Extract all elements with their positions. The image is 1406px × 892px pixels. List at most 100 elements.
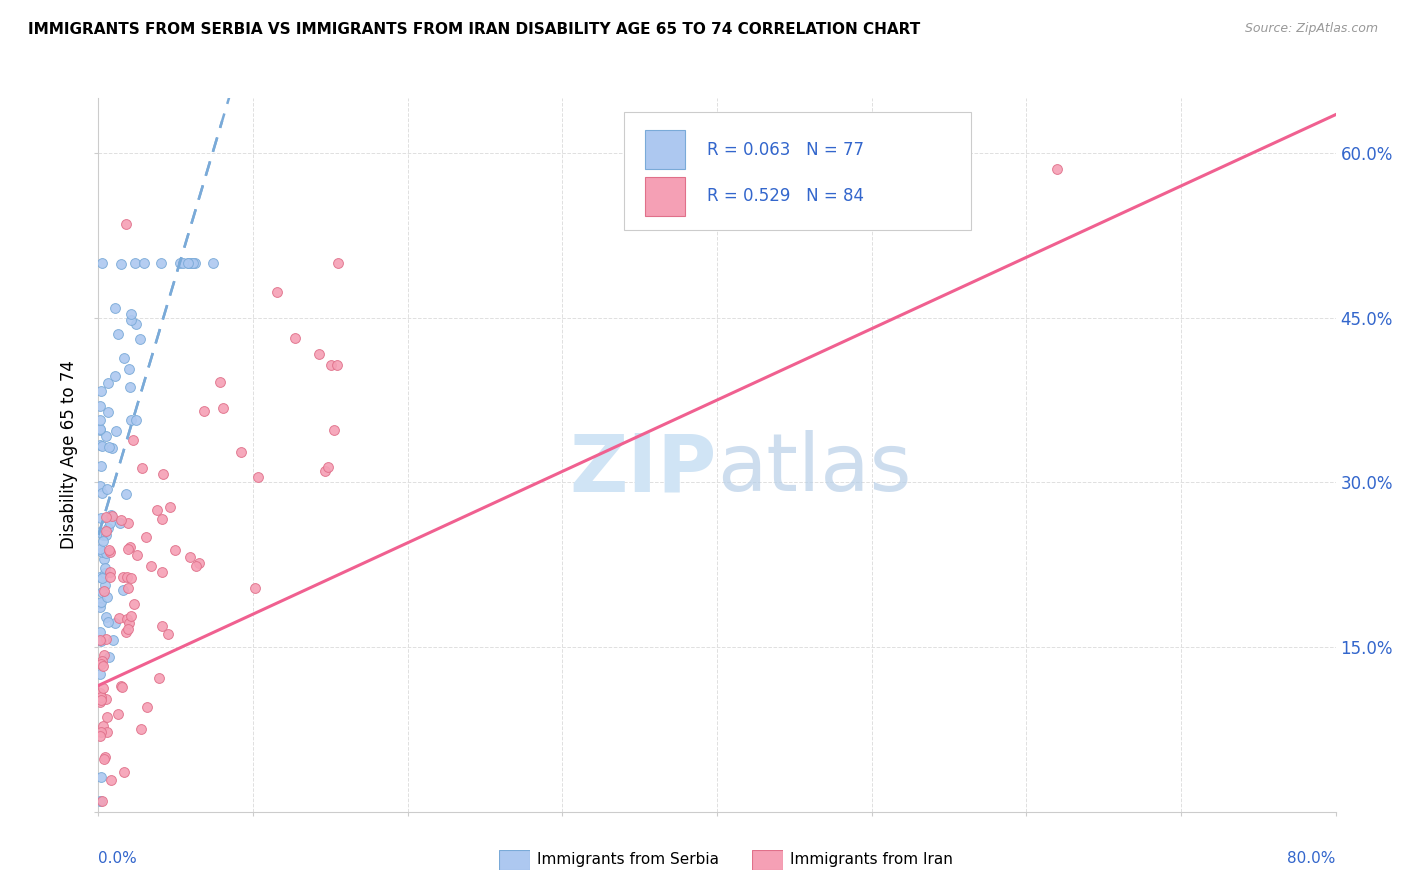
Point bbox=[150, 512, 173, 526]
Point bbox=[326, 359, 349, 373]
Text: Immigrants from Iran: Immigrants from Iran bbox=[790, 853, 953, 867]
Point bbox=[179, 549, 201, 564]
Point bbox=[231, 445, 253, 459]
Point bbox=[112, 351, 135, 365]
Point bbox=[105, 424, 128, 438]
Point bbox=[90, 657, 112, 671]
Point bbox=[89, 729, 111, 743]
Point bbox=[183, 256, 205, 270]
Text: Immigrants from Serbia: Immigrants from Serbia bbox=[537, 853, 718, 867]
Point bbox=[94, 750, 117, 764]
Point bbox=[96, 524, 118, 538]
Point bbox=[112, 569, 135, 583]
Point bbox=[93, 561, 115, 575]
Point bbox=[89, 625, 111, 640]
Point bbox=[169, 256, 191, 270]
Point bbox=[184, 558, 207, 573]
Y-axis label: Disability Age 65 to 74: Disability Age 65 to 74 bbox=[60, 360, 79, 549]
Text: atlas: atlas bbox=[717, 430, 911, 508]
Point bbox=[125, 317, 148, 331]
FancyBboxPatch shape bbox=[624, 112, 970, 230]
Point bbox=[98, 544, 121, 558]
Point bbox=[89, 438, 111, 452]
FancyBboxPatch shape bbox=[645, 130, 685, 169]
Point bbox=[103, 301, 125, 315]
Point bbox=[110, 513, 132, 527]
Point bbox=[104, 615, 127, 630]
Point bbox=[97, 405, 120, 419]
Point bbox=[98, 516, 121, 530]
Point bbox=[89, 570, 111, 584]
Point bbox=[91, 719, 114, 733]
Point bbox=[120, 571, 142, 585]
Point bbox=[94, 632, 117, 646]
Point bbox=[211, 401, 233, 416]
Point bbox=[108, 516, 131, 530]
Point bbox=[94, 510, 117, 524]
Point bbox=[97, 521, 120, 535]
Point bbox=[120, 307, 142, 321]
Point bbox=[110, 257, 132, 271]
Point bbox=[89, 794, 111, 808]
Point bbox=[128, 332, 150, 346]
Point bbox=[308, 347, 330, 361]
Point bbox=[111, 680, 134, 694]
Point bbox=[131, 460, 153, 475]
Point bbox=[120, 312, 142, 326]
Point bbox=[93, 648, 115, 662]
Point bbox=[91, 794, 114, 808]
Point bbox=[108, 611, 131, 625]
Point bbox=[115, 487, 138, 501]
Point bbox=[89, 541, 111, 556]
Point bbox=[98, 566, 121, 580]
Point bbox=[96, 482, 118, 496]
Point bbox=[89, 666, 111, 681]
Point bbox=[90, 458, 112, 473]
Point bbox=[117, 569, 139, 583]
Point bbox=[120, 413, 142, 427]
Point bbox=[90, 724, 112, 739]
Point bbox=[120, 609, 142, 624]
Point bbox=[96, 429, 118, 443]
Point bbox=[91, 439, 114, 453]
Point bbox=[122, 433, 145, 447]
Point bbox=[96, 528, 118, 542]
Point bbox=[165, 543, 187, 558]
Point bbox=[90, 595, 112, 609]
Point bbox=[118, 540, 141, 554]
Text: Source: ZipAtlas.com: Source: ZipAtlas.com bbox=[1244, 22, 1378, 36]
Point bbox=[104, 369, 127, 384]
Point bbox=[90, 692, 112, 706]
Point bbox=[146, 503, 169, 517]
Point bbox=[94, 692, 117, 706]
Text: 80.0%: 80.0% bbox=[1288, 851, 1336, 866]
Point bbox=[91, 534, 114, 549]
Point bbox=[177, 256, 200, 270]
Point bbox=[118, 615, 141, 630]
Point bbox=[188, 556, 211, 570]
Text: R = 0.063   N = 77: R = 0.063 N = 77 bbox=[707, 141, 865, 159]
Point bbox=[266, 285, 288, 300]
Point bbox=[124, 256, 146, 270]
Point bbox=[117, 516, 139, 531]
Point bbox=[94, 577, 117, 591]
Point bbox=[180, 256, 202, 270]
Point bbox=[284, 331, 307, 345]
Point bbox=[91, 658, 114, 673]
Point bbox=[93, 583, 115, 598]
Point bbox=[89, 413, 111, 427]
Point bbox=[94, 546, 117, 560]
Point bbox=[91, 545, 114, 559]
Point bbox=[201, 256, 224, 270]
Point bbox=[96, 724, 118, 739]
Point bbox=[117, 581, 139, 595]
Point bbox=[97, 615, 120, 629]
Point bbox=[247, 470, 270, 484]
Point bbox=[314, 464, 336, 478]
Point bbox=[89, 686, 111, 700]
Point bbox=[110, 679, 132, 693]
Point bbox=[316, 460, 339, 475]
Point bbox=[326, 256, 349, 270]
Point bbox=[97, 440, 120, 454]
Point bbox=[117, 623, 139, 637]
